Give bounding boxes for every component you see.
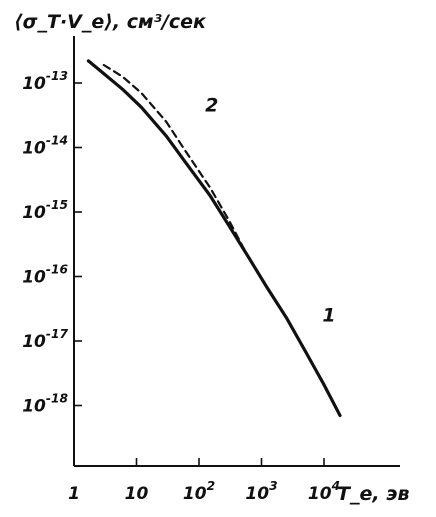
- series-lines: [86, 59, 342, 418]
- y-tick-label: 10-14: [22, 134, 68, 159]
- series-line-1: [86, 59, 342, 418]
- annotations: 12: [205, 95, 335, 327]
- y-tick-label: 10-15: [22, 198, 68, 223]
- x-tick-label: 103: [245, 479, 277, 504]
- curve-label-1: 1: [322, 305, 335, 327]
- y-axis-title: ⟨σ_T·V_e⟩, см³/сек: [14, 11, 207, 33]
- y-tick-label: 10-16: [22, 263, 68, 288]
- y-tick-label: 10-18: [22, 392, 68, 417]
- x-tick-label: 104: [308, 479, 340, 504]
- series-line-2: [102, 63, 249, 257]
- y-tick-label: 10-17: [22, 327, 68, 352]
- x-tick-label: 10: [125, 484, 149, 504]
- x-ticks: 1 10 102 103 104: [68, 458, 340, 504]
- y-ticks: 10-13 10-14 10-15 10-16 10-17 10-18: [22, 69, 82, 417]
- x-tick-label: 102: [183, 479, 215, 504]
- x-axis-title: T_e, эв: [337, 483, 409, 505]
- curve-label-2: 2: [205, 95, 218, 117]
- x-tick-label: 1: [68, 484, 80, 504]
- y-tick-label: 10-13: [22, 69, 68, 94]
